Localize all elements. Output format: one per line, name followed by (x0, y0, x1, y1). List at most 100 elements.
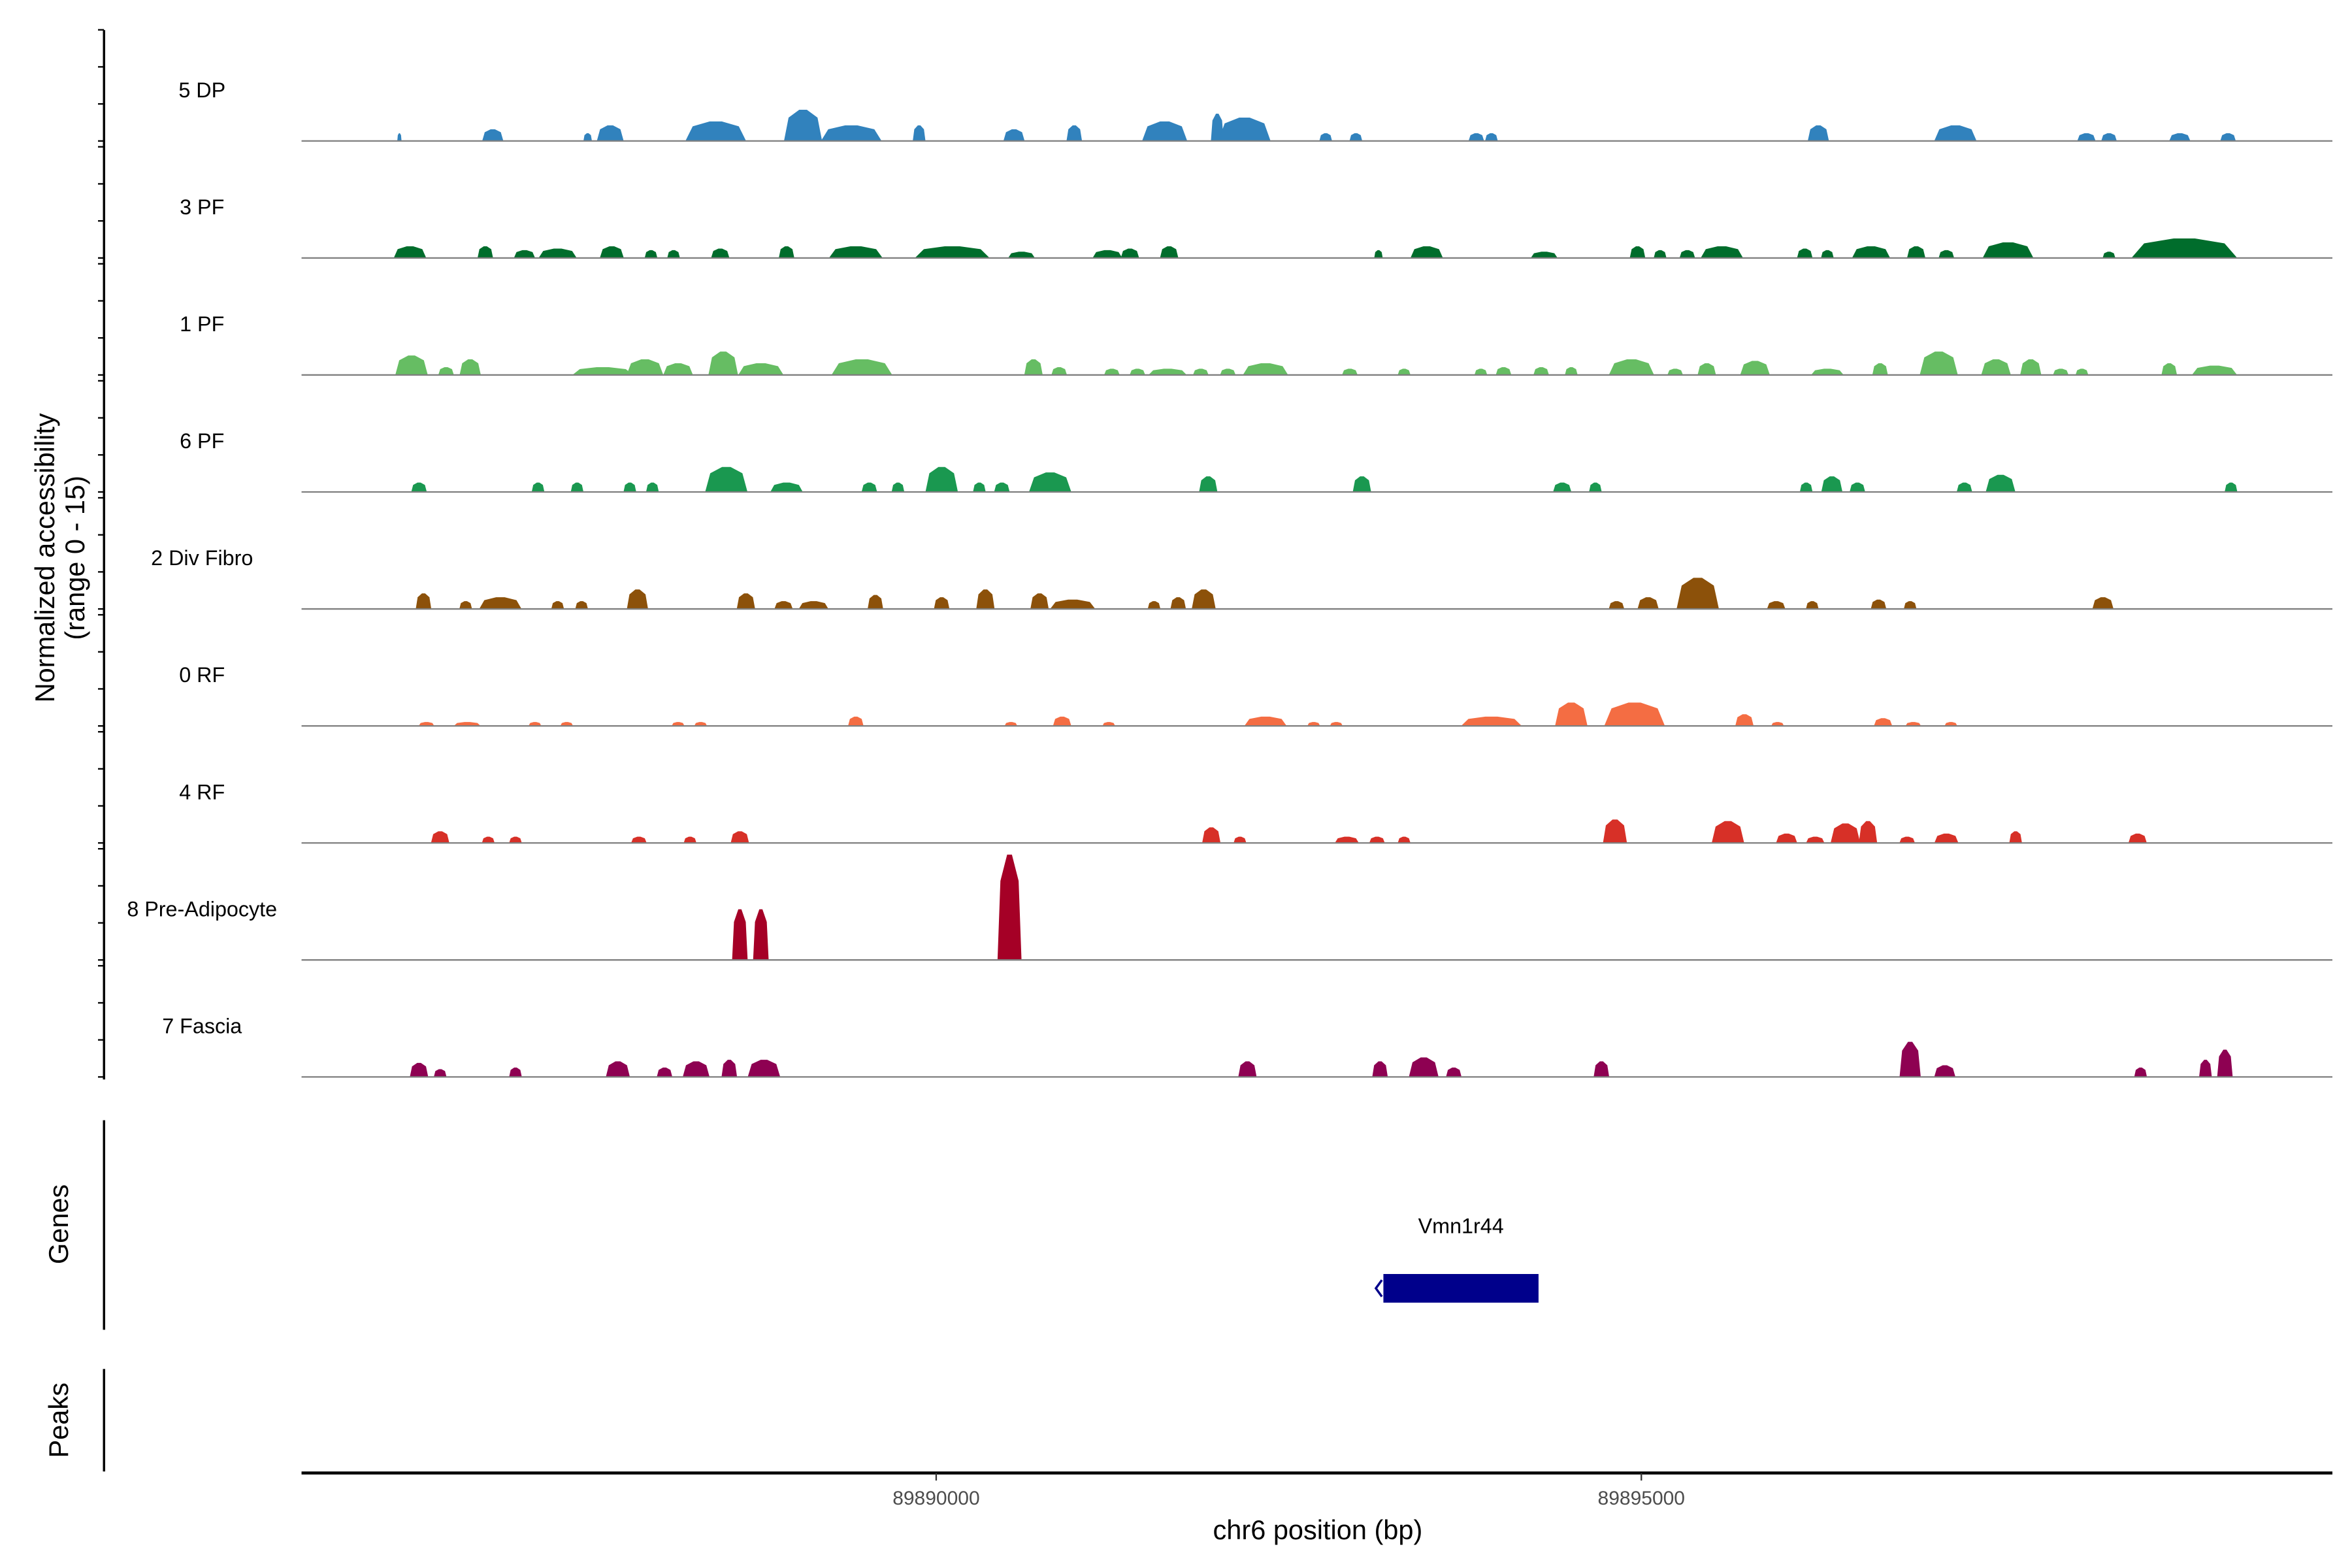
coverage-peak (1807, 125, 1829, 141)
coverage-peak (1654, 250, 1667, 258)
coverage-peak (1555, 702, 1588, 727)
coverage-peak (1981, 359, 2011, 375)
coverage-peak (1679, 250, 1695, 258)
coverage-peak (1243, 363, 1288, 375)
coverage-peak (1944, 722, 1957, 727)
coverage-peak (976, 589, 995, 610)
coverage-peak (1604, 702, 1665, 727)
coverage-peak (2102, 252, 2115, 258)
coverage-peak (1637, 597, 1659, 610)
coverage-peak (606, 1061, 630, 1077)
coverage-peak (2131, 238, 2238, 258)
coverage-peak (1872, 363, 1888, 375)
coverage-peak (1850, 482, 1865, 492)
strand-arrow-icon (1374, 1279, 1383, 1298)
coverage-peak (1870, 599, 1887, 610)
coverage-peak (1397, 368, 1411, 375)
coverage-peak (538, 248, 577, 258)
coverage-peak (1603, 819, 1627, 843)
coverage-peak (1811, 368, 1844, 375)
coverage-peak (1934, 125, 1977, 141)
track-2-div-fibro: 2 Div Fibro (151, 546, 2332, 610)
coverage-peak (1806, 836, 1825, 843)
coverage-peak (997, 855, 1022, 960)
track-3-pf: 3 PF (180, 195, 2332, 259)
coverage-peak (753, 909, 769, 960)
coverage-peak (560, 722, 574, 727)
coverage-peak (774, 601, 793, 610)
coverage-peak (1102, 722, 1115, 727)
coverage-peak (411, 482, 427, 492)
coverage-peak (434, 1069, 447, 1077)
x-axis-label: chr6 position (bp) (1213, 1514, 1423, 1545)
coverage-peak (1220, 368, 1236, 375)
coverage-peak (410, 1062, 429, 1077)
coverage-peak (453, 722, 481, 727)
coverage-peak (1233, 836, 1247, 843)
coverage-peak (1352, 476, 1371, 492)
coverage-peak (1985, 474, 2016, 492)
coverage-peak (770, 482, 803, 492)
coverage-peak (1004, 722, 1018, 727)
coverage-peak (973, 482, 986, 492)
coverage-peak (1192, 589, 1216, 610)
coverage-peak (1410, 246, 1443, 258)
coverage-peak (1211, 113, 1224, 141)
coverage-peak (683, 1061, 710, 1077)
coverage-peak (1609, 601, 1625, 610)
gene-label: Vmn1r44 (1418, 1215, 1504, 1238)
track-6-pf: 6 PF (180, 429, 2332, 493)
coverage-peak (1307, 722, 1320, 727)
coverage-peak (1821, 250, 1834, 258)
coverage-peak (828, 246, 883, 258)
coverage-peak (2220, 133, 2236, 141)
coverage-peak (1374, 250, 1383, 258)
coverage-peak (685, 121, 746, 141)
coverage-peak (730, 831, 749, 843)
coverage-peak (529, 722, 542, 727)
coverage-peak (1701, 246, 1743, 258)
coverage-peak (1199, 476, 1218, 492)
track-label: 2 Div Fibro (151, 546, 253, 570)
coverage-peak (2128, 833, 2147, 843)
coverage-peak (482, 836, 495, 843)
coverage-peak (572, 367, 634, 375)
coverage-peak (1446, 1068, 1462, 1077)
track-7-fascia: 7 Fascia (162, 1014, 2332, 1078)
coverage-peak (1899, 1041, 1921, 1077)
coverage-peak (1565, 367, 1578, 375)
coverage-peak (861, 482, 877, 492)
coverage-peak (1553, 482, 1572, 492)
coverage-peak (747, 1060, 781, 1077)
coverage-peak (913, 125, 926, 141)
coverage-peak (1906, 246, 1926, 258)
coverage-peak (1697, 363, 1716, 375)
coverage-peak (2199, 1060, 2212, 1077)
coverage-peak (1852, 246, 1891, 258)
coverage-peak (1372, 1061, 1388, 1077)
coverage-peak (645, 482, 659, 492)
track-0-rf: 0 RF (179, 663, 2332, 727)
coverage-peak (1028, 472, 1071, 492)
coverage-peak (1919, 351, 1958, 375)
coverage-peak (1903, 601, 1917, 610)
coverage-peak (1130, 368, 1145, 375)
coverage-peak (459, 601, 472, 610)
coverage-peak (1170, 597, 1186, 610)
coverage-peak (1533, 367, 1549, 375)
coverage-peak (2092, 597, 2114, 610)
coverage-peak (644, 250, 658, 258)
x-axis-ticks: 89890000 89895000 (892, 1473, 1685, 1509)
coverage-peak (1934, 1065, 1955, 1077)
track-label: 1 PF (180, 312, 224, 336)
coverage-peak (438, 367, 454, 375)
gene-body (1383, 1274, 1539, 1303)
coverage-peak (1397, 836, 1411, 843)
coverage-peak (1676, 578, 1719, 610)
coverage-peak (711, 248, 730, 258)
coverage-peak (1238, 1061, 1257, 1077)
coverage-peak (1735, 714, 1754, 727)
coverage-peak (1905, 722, 1921, 727)
coverage-peak (1589, 482, 1602, 492)
coverage-peak (1740, 361, 1770, 375)
